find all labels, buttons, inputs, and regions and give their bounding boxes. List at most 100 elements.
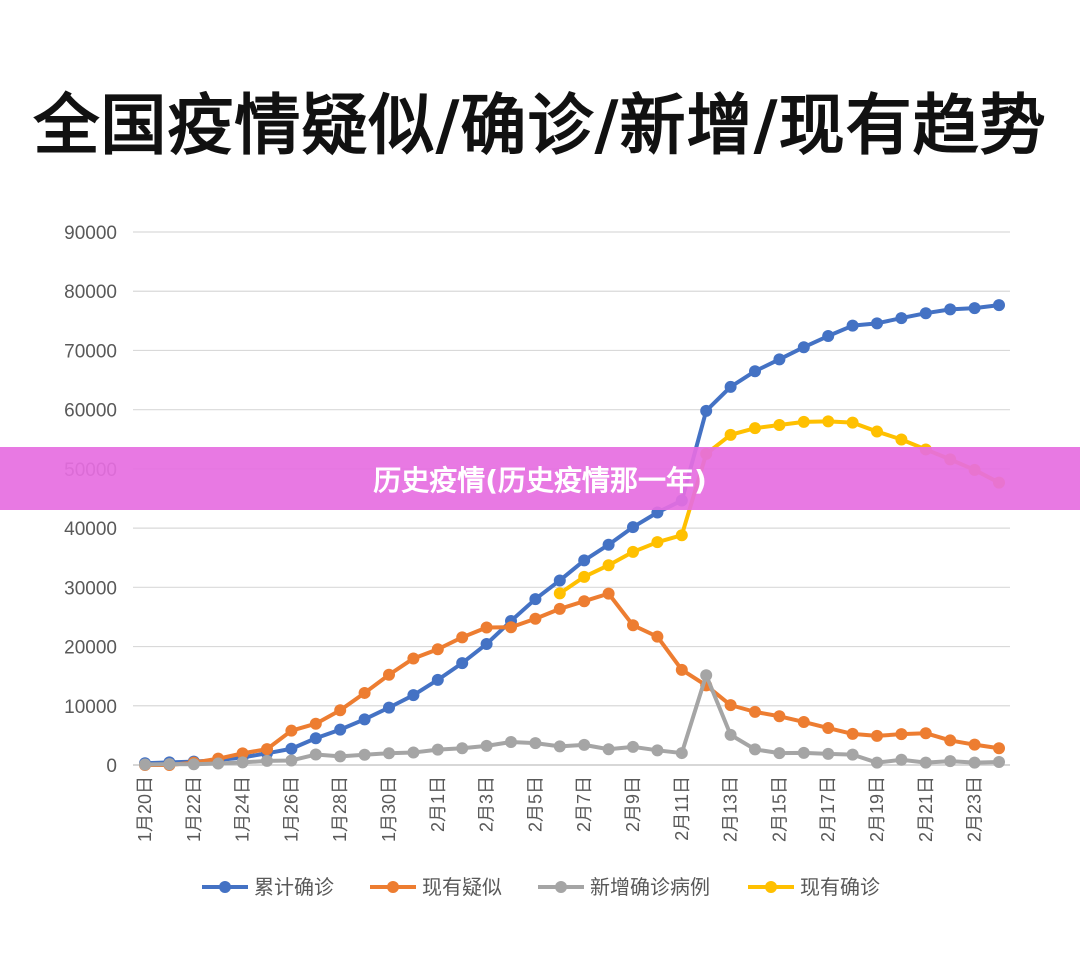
data-point <box>261 743 273 756</box>
data-point <box>871 756 883 769</box>
data-point <box>505 621 517 634</box>
legend-label: 现有确诊 <box>800 876 880 899</box>
y-tick-label: 60000 <box>64 401 117 422</box>
data-point <box>358 748 371 761</box>
data-point <box>846 727 859 740</box>
data-point <box>895 753 908 766</box>
data-point <box>944 734 957 747</box>
data-point <box>675 529 688 542</box>
data-point <box>578 595 591 608</box>
data-point <box>383 668 395 681</box>
data-point <box>627 740 639 753</box>
data-point <box>407 689 420 702</box>
data-point <box>553 602 566 615</box>
x-tick-label: 2月19日 <box>867 776 887 842</box>
series-现有疑似 <box>139 587 1005 771</box>
data-point <box>993 299 1005 312</box>
data-point <box>456 657 469 670</box>
data-point <box>944 303 957 316</box>
legend-label: 累计确诊 <box>254 876 334 899</box>
data-point <box>212 757 225 770</box>
data-point <box>919 307 932 320</box>
data-point <box>358 713 371 726</box>
data-point <box>724 428 737 441</box>
data-point <box>651 744 664 757</box>
data-point <box>480 739 493 752</box>
x-tick-label: 1月22日 <box>184 776 204 842</box>
x-tick-label: 2月1日 <box>428 776 448 832</box>
data-point <box>309 732 322 745</box>
data-point <box>675 747 688 760</box>
data-point <box>651 630 664 643</box>
data-point <box>822 415 835 428</box>
data-point <box>529 593 542 606</box>
data-point <box>675 663 688 676</box>
legend-item: 累计确诊 <box>202 876 334 899</box>
data-point <box>993 742 1005 755</box>
data-point <box>480 621 493 634</box>
y-tick-label: 0 <box>106 756 117 777</box>
legend-label: 现有疑似 <box>422 876 502 899</box>
data-point <box>139 758 151 771</box>
y-tick-label: 20000 <box>64 638 117 659</box>
x-tick-label: 2月7日 <box>574 776 594 832</box>
data-point <box>797 715 810 728</box>
x-tick-label: 2月5日 <box>525 776 545 832</box>
data-point <box>749 365 761 378</box>
data-point <box>285 724 298 737</box>
data-point <box>334 750 347 763</box>
data-point <box>700 404 713 417</box>
x-tick-label: 2月13日 <box>721 776 741 842</box>
data-point <box>578 570 591 583</box>
data-point <box>919 756 932 769</box>
data-point <box>553 587 566 600</box>
x-tick-label: 2月15日 <box>769 776 789 842</box>
data-point <box>236 756 249 769</box>
x-tick-label: 1月24日 <box>233 776 253 842</box>
data-point <box>773 710 786 723</box>
series-line <box>144 303 1000 766</box>
x-tick-label: 1月28日 <box>330 776 350 842</box>
y-tick-label: 90000 <box>64 223 117 244</box>
y-tick-label: 30000 <box>64 578 117 599</box>
x-tick-label: 2月9日 <box>623 776 643 832</box>
data-point <box>846 416 859 429</box>
data-point <box>968 756 981 769</box>
data-point <box>993 755 1005 768</box>
data-point <box>773 353 786 366</box>
legend-item: 现有疑似 <box>370 876 502 899</box>
data-point <box>822 722 835 735</box>
data-point <box>553 740 566 753</box>
data-point <box>431 643 444 656</box>
data-point <box>651 536 664 549</box>
data-point <box>431 673 444 686</box>
data-point <box>602 587 615 600</box>
data-point <box>383 701 395 714</box>
data-point <box>602 743 615 756</box>
data-point <box>578 554 591 567</box>
legend-item: 现有确诊 <box>748 876 880 899</box>
data-point <box>700 669 713 682</box>
data-point <box>163 758 176 771</box>
data-point <box>309 717 322 730</box>
x-tick-label: 2月11日 <box>672 776 692 841</box>
chart-legend: 累计确诊 现有疑似 新增确诊病例 现有确诊 <box>202 876 880 899</box>
data-point <box>749 705 761 718</box>
data-point <box>529 612 542 625</box>
data-point <box>456 742 469 755</box>
series-新增确诊病例 <box>139 669 1005 771</box>
data-point <box>846 319 859 332</box>
y-tick-label: 70000 <box>64 341 117 362</box>
data-point <box>627 619 639 632</box>
legend-marker <box>387 881 399 893</box>
data-point <box>261 754 273 767</box>
data-point <box>822 747 835 760</box>
data-point <box>724 728 737 741</box>
data-point <box>407 746 420 759</box>
data-point <box>480 637 493 650</box>
y-axis-ticks: 0100002000030000400005000060000700008000… <box>64 223 117 777</box>
data-point <box>627 545 639 558</box>
data-point <box>773 418 786 431</box>
x-tick-label: 1月20日 <box>135 776 155 842</box>
data-point <box>602 559 615 572</box>
